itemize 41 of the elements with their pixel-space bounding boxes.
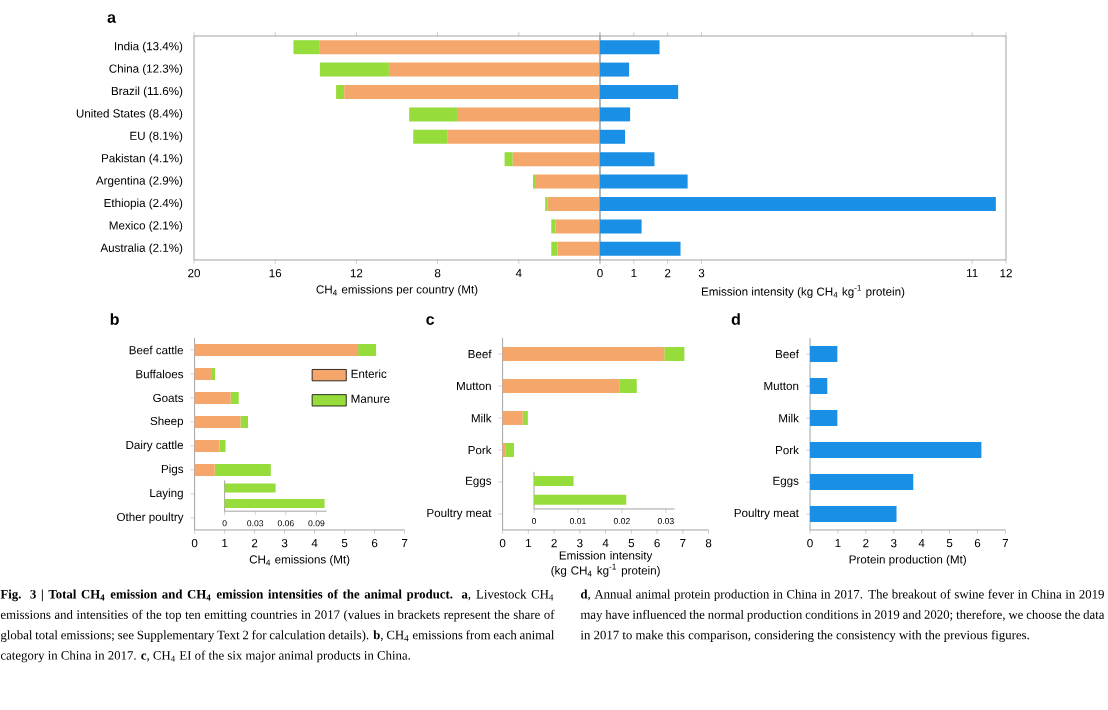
bar bbox=[600, 40, 660, 55]
bar bbox=[600, 62, 630, 77]
bar bbox=[502, 346, 665, 361]
bar bbox=[810, 505, 897, 522]
bar bbox=[319, 62, 389, 77]
bar bbox=[810, 441, 982, 458]
bar bbox=[336, 84, 345, 99]
bar bbox=[810, 473, 914, 490]
bar bbox=[502, 378, 620, 393]
bar bbox=[600, 107, 631, 122]
bar bbox=[214, 463, 271, 476]
chart-title: c bbox=[426, 316, 435, 325]
bar bbox=[194, 439, 220, 452]
bar bbox=[240, 415, 249, 428]
bar bbox=[619, 378, 637, 393]
bar bbox=[502, 410, 523, 425]
bar bbox=[810, 377, 828, 394]
bar bbox=[194, 343, 359, 356]
bar bbox=[194, 463, 215, 476]
bar bbox=[413, 129, 448, 144]
bar bbox=[522, 410, 528, 425]
bar bbox=[504, 152, 513, 167]
bar bbox=[505, 442, 514, 457]
bar bbox=[551, 241, 558, 256]
bar bbox=[219, 439, 226, 452]
chart-title: d bbox=[731, 313, 740, 325]
bar bbox=[409, 107, 458, 122]
bar bbox=[194, 415, 241, 428]
bar bbox=[600, 84, 679, 99]
bar bbox=[547, 196, 600, 211]
bar bbox=[194, 367, 212, 380]
bar bbox=[600, 129, 626, 144]
bar bbox=[810, 345, 838, 362]
chart-title: a bbox=[107, 14, 117, 23]
bar bbox=[358, 343, 377, 356]
bar bbox=[810, 409, 838, 426]
bar bbox=[664, 346, 685, 361]
bar bbox=[194, 391, 231, 404]
bar bbox=[293, 40, 320, 55]
chart-title: b bbox=[110, 313, 119, 325]
bar bbox=[230, 391, 239, 404]
